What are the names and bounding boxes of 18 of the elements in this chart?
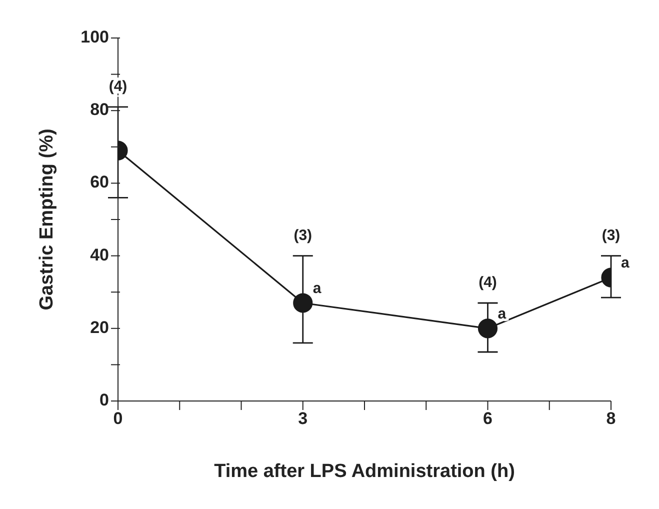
annotation: (4) [478, 274, 497, 291]
y-tick-label: 20 [90, 318, 109, 337]
annotation: a [498, 305, 507, 322]
x-tick-label: 6 [483, 409, 492, 428]
x-tick-label: 8 [606, 409, 616, 428]
y-tick-label: 100 [80, 27, 109, 46]
y-tick-label: 0 [100, 390, 109, 410]
annotation: a [621, 254, 630, 272]
y-tick-label: 80 [90, 100, 109, 120]
annotation: (3) [602, 226, 620, 244]
annotation: (3) [294, 226, 312, 244]
annotation: a [312, 280, 322, 297]
y-tick-label: 40 [90, 245, 109, 264]
y-axis-title: Gastric Empting (%) [36, 128, 58, 310]
y-tick-label: 60 [90, 172, 109, 192]
x-tick-label: 3 [298, 409, 308, 428]
x-tick-label: 0 [113, 409, 123, 428]
x-axis-title: Time after LPS Administration (h) [214, 461, 515, 482]
